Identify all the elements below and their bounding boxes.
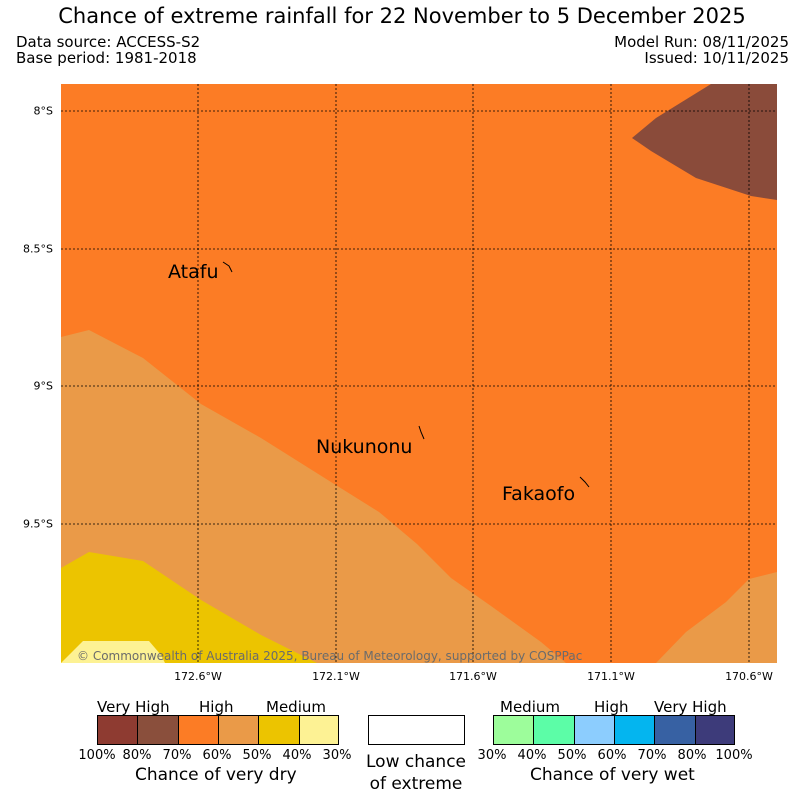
wet-tick: 100% bbox=[715, 748, 753, 763]
dry-legend-title: Chance of very dry bbox=[135, 765, 297, 785]
swatch bbox=[178, 716, 219, 744]
region-medium-dry bbox=[61, 552, 317, 663]
data-source: Data source: ACCESS-S2 bbox=[16, 33, 201, 51]
model-run: Model Run: 08/11/2025 bbox=[614, 33, 789, 51]
swatch bbox=[695, 716, 734, 744]
wet-tick: 70% bbox=[637, 748, 667, 763]
dry-category-high: High bbox=[199, 698, 234, 716]
low-chance-label: Low chance of extreme bbox=[366, 751, 466, 795]
nukunonu-atoll bbox=[418, 425, 425, 440]
swatch bbox=[494, 716, 535, 744]
low-chance-line1: Low chance bbox=[366, 752, 466, 772]
swatch bbox=[614, 716, 656, 744]
dry-tick: 50% bbox=[242, 748, 272, 763]
fakaofo-atoll bbox=[579, 476, 590, 488]
wet-tick: 50% bbox=[557, 748, 587, 763]
wet-legend-title: Chance of very wet bbox=[530, 765, 695, 785]
swatch bbox=[655, 716, 696, 744]
place-label-nukunonu: Nukunonu bbox=[316, 436, 413, 458]
lon-label: 172.6°W bbox=[174, 670, 222, 683]
atoll-outlines bbox=[222, 261, 590, 488]
base-period: Base period: 1981-2018 bbox=[16, 49, 197, 67]
wet-tick: 80% bbox=[677, 748, 707, 763]
lon-label: 171.1°W bbox=[587, 670, 635, 683]
swatch bbox=[259, 716, 300, 744]
wet-tick: 60% bbox=[597, 748, 627, 763]
map-title: Chance of extreme rainfall for 22 Novemb… bbox=[58, 4, 746, 28]
swatch bbox=[138, 716, 179, 744]
copyright-notice: © Commonwealth of Australia 2025, Bureau… bbox=[77, 649, 583, 663]
lon-label: 170.6°W bbox=[725, 670, 773, 683]
region-high-dry-light bbox=[61, 330, 566, 663]
dry-colorbar bbox=[97, 715, 339, 745]
dry-tick: 80% bbox=[122, 748, 152, 763]
map-panel[interactable] bbox=[61, 84, 777, 663]
lat-label: 8.5°S bbox=[23, 242, 53, 256]
lat-label: 8°S bbox=[33, 104, 53, 118]
swatch bbox=[534, 716, 575, 744]
place-label-fakaofo: Fakaofo bbox=[502, 483, 576, 505]
low-chance-swatch bbox=[368, 715, 465, 745]
meta-left: Data source: ACCESS-S2 Base period: 1981… bbox=[16, 34, 200, 66]
lat-label: 9.5°S bbox=[23, 517, 53, 531]
dry-category-very-high: Very High bbox=[97, 698, 170, 716]
dry-category-medium: Medium bbox=[266, 698, 326, 716]
wet-category-high: High bbox=[594, 698, 629, 716]
atafu-atoll bbox=[222, 261, 233, 273]
meta-right: Model Run: 08/11/2025 Issued: 10/11/2025 bbox=[614, 34, 789, 66]
map-canvas bbox=[61, 84, 777, 663]
wet-category-medium: Medium bbox=[500, 698, 560, 716]
lon-label: 172.1°W bbox=[312, 670, 360, 683]
swatch bbox=[574, 716, 615, 744]
dry-tick: 60% bbox=[202, 748, 232, 763]
wet-tick: 30% bbox=[477, 748, 507, 763]
wet-tick: 40% bbox=[517, 748, 547, 763]
lat-label: 9°S bbox=[33, 379, 53, 393]
dry-tick: 40% bbox=[282, 748, 312, 763]
dry-tick: 100% bbox=[78, 748, 116, 763]
dry-tick: 70% bbox=[162, 748, 192, 763]
region-medium-dry-light bbox=[61, 641, 165, 663]
place-label-atafu: Atafu bbox=[168, 261, 219, 283]
swatch bbox=[98, 716, 139, 744]
swatch bbox=[299, 716, 338, 744]
region-high-dry-light-east bbox=[656, 572, 777, 663]
issued-date: Issued: 10/11/2025 bbox=[644, 49, 789, 67]
wet-colorbar bbox=[493, 715, 735, 745]
graticule bbox=[61, 84, 777, 663]
dry-tick: 30% bbox=[322, 748, 352, 763]
wet-category-very-high: Very High bbox=[654, 698, 727, 716]
lon-label: 171.6°W bbox=[449, 670, 497, 683]
region-very-high-dry bbox=[632, 84, 777, 200]
low-chance-line2: of extreme bbox=[369, 774, 463, 794]
swatch bbox=[218, 716, 260, 744]
